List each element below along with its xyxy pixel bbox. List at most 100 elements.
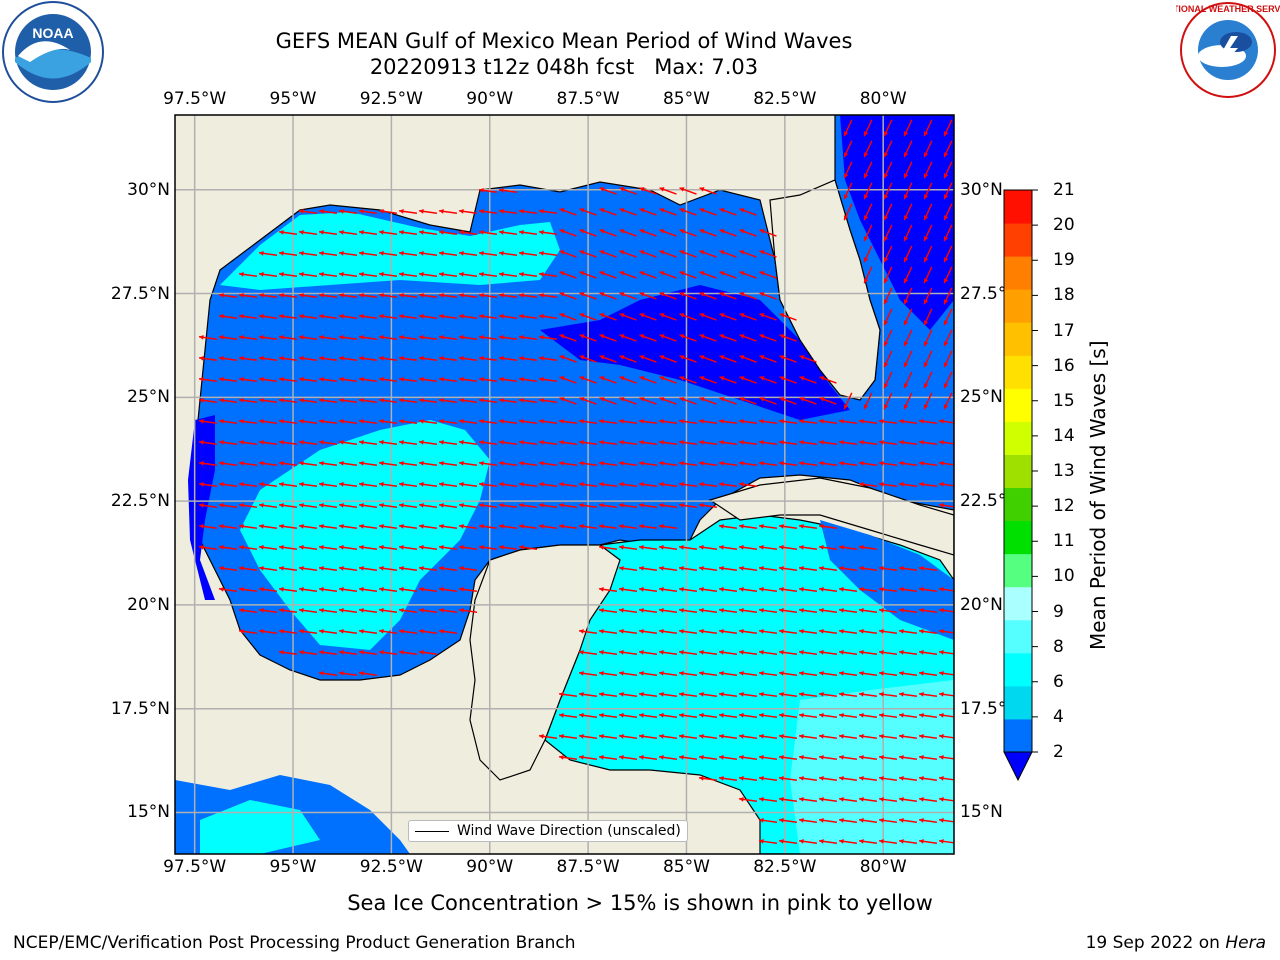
wave-direction-arrow	[738, 565, 758, 571]
wave-direction-arrow	[838, 607, 858, 613]
wave-direction-arrow	[198, 544, 218, 550]
wave-direction-arrow	[863, 140, 873, 158]
colorbar-tick-label: 13	[1053, 461, 1075, 481]
wave-direction-arrow	[778, 565, 798, 571]
wave-direction-arrow	[618, 439, 638, 445]
wave-direction-arrow	[258, 565, 278, 571]
wave-direction-arrow	[638, 586, 658, 592]
wave-direction-arrow	[258, 397, 278, 403]
colorbar-segment	[1004, 652, 1032, 687]
wave-direction-arrow	[718, 544, 738, 550]
lat-tick-label-left: 25°N	[127, 387, 170, 408]
wave-direction-arrow	[798, 817, 818, 823]
wave-direction-arrow	[699, 292, 717, 300]
colorbar-tick-label: 9	[1053, 601, 1064, 622]
lon-tick-label: 95°W	[269, 89, 317, 109]
wave-direction-arrow	[498, 334, 518, 340]
lat-tick-label-right: 15°N	[960, 802, 1003, 823]
wave-direction-arrow	[338, 376, 358, 382]
wave-direction-arrow	[943, 350, 953, 368]
wave-direction-arrow	[678, 607, 698, 613]
wave-direction-arrow	[718, 523, 738, 529]
wave-direction-arrow	[858, 565, 878, 571]
wave-direction-arrow	[679, 250, 697, 258]
wave-direction-arrow	[599, 355, 617, 363]
wave-direction-arrow	[198, 502, 218, 508]
wave-direction-arrow	[638, 544, 658, 550]
wave-direction-arrow	[298, 565, 318, 571]
wave-direction-arrow	[619, 187, 637, 195]
wave-direction-arrow	[478, 460, 498, 466]
wave-direction-arrow	[578, 439, 598, 445]
wave-direction-arrow	[738, 649, 758, 655]
wave-direction-arrow	[659, 397, 677, 405]
wave-direction-arrow	[943, 182, 953, 200]
wave-direction-arrow	[358, 208, 378, 214]
wave-direction-arrow	[559, 292, 577, 300]
wave-direction-arrow	[878, 439, 898, 445]
svg-text:NATIONAL WEATHER SERVICE: NATIONAL WEATHER SERVICE	[1176, 4, 1280, 14]
wave-direction-arrow	[718, 628, 738, 634]
wave-direction-arrow	[278, 586, 298, 592]
wave-direction-arrow	[698, 481, 718, 487]
wave-direction-arrow	[759, 271, 777, 279]
wave-direction-arrow	[718, 586, 738, 592]
wave-direction-arrow	[679, 355, 697, 363]
wave-direction-arrow	[558, 481, 578, 487]
wave-direction-arrow	[858, 649, 878, 655]
wave-direction-arrow	[883, 224, 893, 242]
wave-direction-arrow	[438, 376, 458, 382]
legend-label: Wind Wave Direction (unscaled)	[457, 823, 681, 839]
wave-direction-arrow	[318, 502, 338, 508]
wave-direction-arrow	[639, 355, 657, 363]
wave-direction-arrow	[699, 229, 717, 237]
wave-direction-arrow	[559, 376, 577, 384]
wave-direction-arrow	[438, 460, 458, 466]
wave-direction-arrow	[438, 439, 458, 445]
wave-direction-arrow	[318, 250, 338, 256]
wave-direction-arrow	[678, 691, 698, 697]
wave-direction-arrow	[903, 329, 913, 347]
wave-direction-arrow	[838, 544, 858, 550]
wave-direction-arrow	[799, 355, 817, 363]
wave-direction-arrow	[878, 460, 898, 466]
lon-tick-label: 97.5°W	[163, 857, 227, 877]
wave-direction-arrow	[258, 250, 278, 256]
wave-direction-arrow	[498, 271, 518, 277]
wave-direction-arrow	[659, 229, 677, 237]
wave-direction-arrow	[598, 754, 618, 760]
wave-direction-arrow	[358, 670, 378, 676]
wave-direction-arrow	[923, 287, 933, 305]
wave-direction-arrow	[918, 670, 938, 676]
nws-logo: NATIONAL WEATHER SERVICE	[1161, 0, 1280, 100]
wave-direction-arrow	[218, 586, 238, 592]
wave-direction-arrow	[238, 544, 258, 550]
wave-direction-arrow	[759, 250, 777, 258]
colorbar-segment	[1004, 388, 1032, 422]
wave-direction-arrow	[478, 397, 498, 403]
colorbar-segment	[1004, 619, 1032, 654]
wave-direction-arrow	[718, 691, 738, 697]
wave-direction-arrow	[418, 292, 438, 298]
wave-direction-arrow	[338, 229, 358, 235]
wave-direction-arrow	[903, 266, 913, 284]
wave-direction-arrow	[858, 439, 878, 445]
wave-direction-arrow	[758, 544, 778, 550]
wave-direction-arrow	[358, 397, 378, 403]
wave-direction-arrow	[618, 649, 638, 655]
wave-direction-arrow	[779, 334, 797, 342]
wave-direction-arrow	[778, 586, 798, 592]
wave-direction-arrow	[478, 502, 498, 508]
wave-direction-arrow	[698, 733, 718, 739]
wave-direction-arrow	[238, 355, 258, 361]
wave-direction-arrow	[718, 754, 738, 760]
wave-direction-arrow	[458, 355, 478, 361]
wave-direction-arrow	[778, 523, 798, 529]
wave-direction-arrow	[418, 544, 438, 550]
wave-direction-arrow	[838, 439, 858, 445]
map-title-line1: GEFS MEAN Gulf of Mexico Mean Period of …	[275, 29, 853, 53]
wave-direction-arrow	[659, 208, 677, 216]
wave-direction-arrow	[858, 691, 878, 697]
wave-direction-arrow	[778, 817, 798, 823]
wave-direction-arrow	[863, 224, 873, 242]
